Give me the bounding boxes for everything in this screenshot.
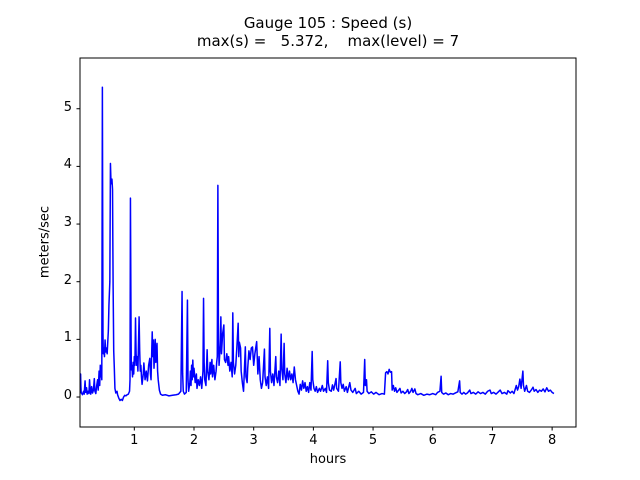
x-tick-label: 2	[189, 433, 199, 448]
chart-title: Gauge 105 : Speed (s)	[243, 14, 413, 32]
y-tick-label: 0	[63, 388, 72, 404]
axes-box	[79, 57, 577, 428]
x-tick-label: 3	[249, 433, 258, 448]
y-tick-label: 5	[63, 99, 72, 115]
y-tick-label: 4	[63, 157, 72, 173]
x-tick-label: 7	[488, 433, 497, 448]
x-tick-label: 6	[428, 433, 437, 448]
x-tick-label: 8	[547, 433, 557, 448]
chart-subtitle: max(s) = 5.372, max(level) = 7	[196, 32, 460, 50]
x-tick-label: 1	[130, 433, 139, 448]
y-tick-label: 2	[63, 272, 72, 288]
y-tick-label: 3	[63, 215, 72, 231]
speed-line	[80, 86, 555, 402]
x-axis-label: hours	[309, 452, 347, 467]
x-tick-label: 4	[309, 433, 318, 448]
y-tick-label: 1	[63, 330, 72, 346]
x-tick-label: 5	[368, 433, 378, 448]
